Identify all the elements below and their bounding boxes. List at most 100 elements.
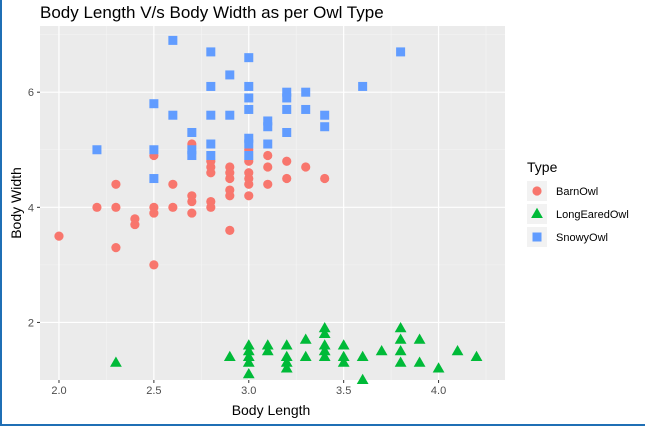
data-point-longearedowl [318, 350, 331, 362]
data-point-barnowl [206, 168, 216, 178]
data-point-longearedowl [337, 339, 350, 350]
data-point-snowyowl [187, 127, 197, 137]
data-point-longearedowl [394, 356, 407, 367]
data-point-snowyowl [149, 145, 159, 155]
data-point-longearedowl [299, 333, 312, 344]
data-point-snowyowl [282, 93, 292, 103]
data-point-barnowl [187, 196, 197, 207]
data-point-longearedowl [242, 356, 255, 367]
data-point-snowyowl [244, 133, 254, 143]
data-point-barnowl [244, 179, 254, 189]
data-point-snowyowl [149, 174, 159, 184]
data-point-barnowl [301, 162, 311, 172]
data-point-snowyowl [244, 139, 254, 149]
x-tick-label: 3.5 [336, 385, 351, 397]
data-point-longearedowl [413, 333, 426, 344]
data-point-longearedowl [318, 321, 331, 333]
data-point-longearedowl [242, 345, 255, 356]
data-point-snowyowl [92, 145, 102, 155]
x-tick-label: 3.0 [241, 385, 256, 397]
data-point-barnowl [282, 173, 292, 184]
data-point-longearedowl [280, 362, 293, 373]
data-point-snowyowl [282, 87, 292, 97]
data-point-barnowl [206, 202, 216, 212]
data-point-snowyowl [206, 151, 216, 161]
data-point-longearedowl [242, 368, 255, 379]
y-tick-label: 2 [28, 317, 34, 329]
data-point-barnowl [187, 208, 197, 218]
chart-title: Body Length V/s Body Width as per Owl Ty… [40, 3, 384, 22]
data-point-barnowl [225, 225, 235, 235]
data-point-snowyowl [263, 139, 273, 149]
data-point-barnowl [168, 179, 178, 189]
plot-panel [40, 26, 505, 380]
data-point-barnowl [54, 231, 64, 241]
plot-background [40, 26, 505, 380]
x-tick-label: 2.0 [51, 385, 66, 397]
data-point-snowyowl [244, 151, 254, 161]
data-point-longearedowl [470, 350, 483, 362]
data-point-snowyowl [263, 116, 273, 126]
legend-key-longearedowl [531, 207, 543, 219]
data-point-longearedowl [299, 350, 312, 362]
data-point-snowyowl [320, 122, 330, 132]
legend: Type BarnOwl LongEaredOwl SnowyOwl [527, 159, 629, 247]
data-point-longearedowl [394, 321, 407, 333]
data-point-snowyowl [244, 104, 254, 114]
series-longearedowl [110, 321, 483, 385]
data-point-longearedowl [280, 356, 293, 367]
data-point-snowyowl [187, 145, 197, 155]
legend-label-longearedowl: LongEaredOwl [556, 209, 629, 221]
data-point-longearedowl [413, 356, 426, 367]
data-point-barnowl [92, 202, 102, 212]
data-point-longearedowl [261, 345, 274, 356]
data-point-longearedowl [337, 356, 350, 367]
data-point-snowyowl [187, 151, 197, 161]
data-point-snowyowl [168, 110, 178, 120]
data-point-longearedowl [280, 350, 293, 362]
data-point-snowyowl [206, 81, 216, 91]
data-point-snowyowl [168, 35, 178, 45]
data-point-snowyowl [244, 81, 254, 91]
y-axis-label: Body Width [8, 167, 24, 239]
data-point-barnowl [149, 208, 159, 218]
series-snowyowl [92, 35, 406, 184]
data-point-snowyowl [396, 47, 406, 57]
data-point-barnowl [320, 173, 330, 184]
x-tick-label: 4.0 [431, 385, 446, 397]
legend-label-snowyowl: SnowyOwl [556, 232, 608, 244]
data-point-barnowl [263, 150, 273, 161]
data-point-barnowl [263, 179, 273, 189]
legend-key-snowyowl [532, 232, 542, 242]
data-point-longearedowl [451, 345, 464, 356]
data-point-snowyowl [282, 127, 292, 137]
x-axis-label: Body Length [232, 402, 311, 418]
data-point-longearedowl [242, 339, 255, 350]
data-point-snowyowl [263, 122, 273, 132]
x-tick-label: 2.5 [146, 385, 161, 397]
data-point-snowyowl [206, 110, 216, 120]
data-point-barnowl [168, 202, 178, 212]
data-point-snowyowl [206, 139, 216, 149]
data-point-longearedowl [280, 339, 293, 350]
data-point-snowyowl [301, 87, 311, 97]
window-edge-bottom [0, 424, 645, 426]
axes: 2.0 2.5 3.0 3.5 4.0 2 4 6 [28, 87, 446, 397]
data-point-longearedowl [242, 350, 255, 362]
data-point-barnowl [130, 219, 140, 230]
window-edge-left [0, 0, 2, 426]
data-points [54, 35, 483, 385]
data-point-barnowl [111, 243, 121, 253]
data-point-snowyowl [206, 47, 216, 57]
data-point-snowyowl [282, 104, 292, 114]
data-point-longearedowl [337, 350, 350, 362]
data-point-longearedowl [223, 350, 236, 362]
data-point-barnowl [149, 260, 159, 270]
data-point-longearedowl [432, 362, 445, 373]
data-point-snowyowl [320, 110, 330, 120]
data-point-longearedowl [261, 339, 274, 350]
data-point-longearedowl [356, 350, 369, 362]
data-point-longearedowl [318, 339, 331, 350]
